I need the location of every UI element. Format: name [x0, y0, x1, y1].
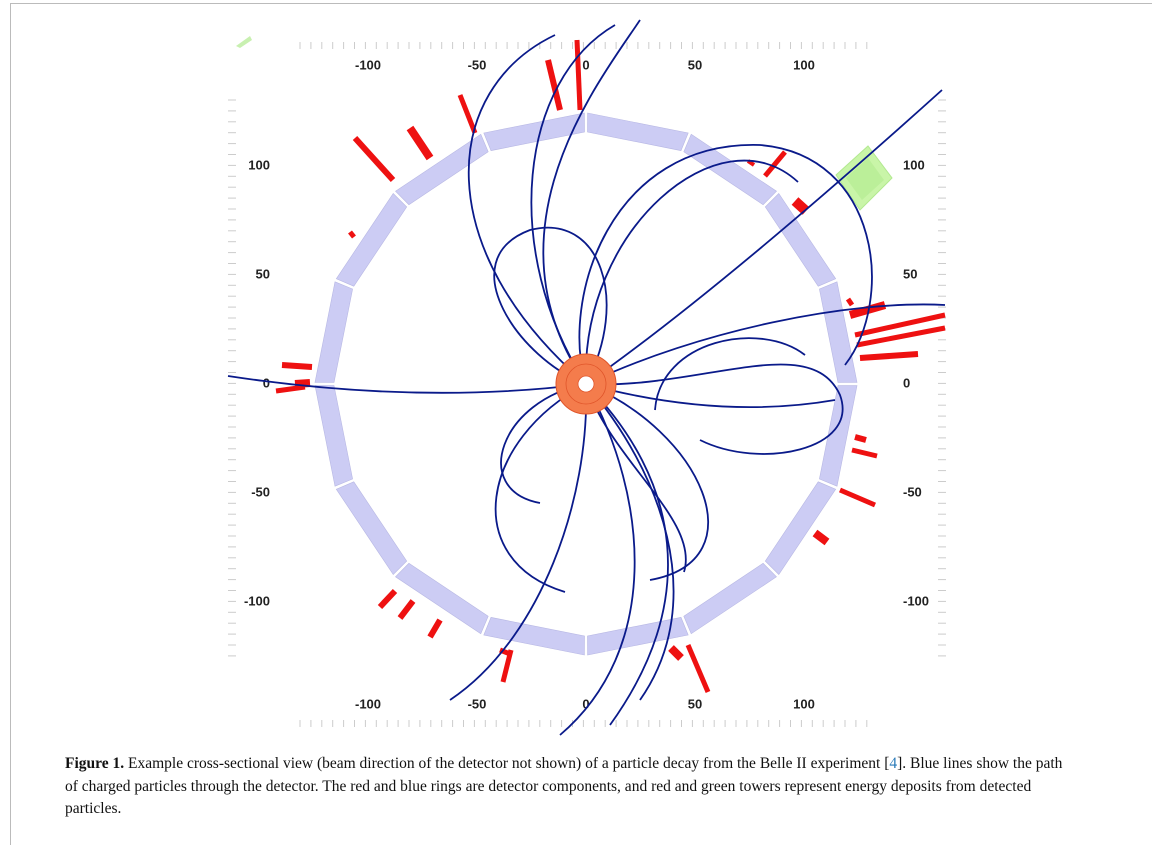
- red-tower: [350, 232, 354, 237]
- citation[interactable]: 4: [889, 755, 897, 772]
- red-tower: [400, 601, 413, 618]
- event-display: -100 -100 -50 -50 0 0 50 50 100 100 -100 -100 -50 -50…: [0, 0, 1152, 745]
- ring-segment: [684, 563, 777, 633]
- track: [655, 338, 805, 410]
- ring-segment: [315, 282, 353, 383]
- red-tower: [380, 591, 395, 607]
- y-tick-label: -50: [251, 484, 270, 499]
- red-tower: [795, 201, 806, 211]
- red-tower: [840, 490, 875, 505]
- x-tick-label: 100: [793, 57, 815, 72]
- ring-segment: [336, 194, 406, 287]
- red-tower: [815, 533, 827, 542]
- x-tick-label: 0: [582, 57, 589, 72]
- red-tower: [855, 437, 866, 440]
- y-tick-label: 50: [903, 266, 917, 281]
- track: [543, 20, 640, 384]
- y-tick-label: -50: [903, 484, 922, 499]
- page: -100 -100 -50 -50 0 0 50 50 100 100 -100 -100 -50 -50…: [0, 0, 1152, 845]
- ring-segment: [396, 134, 489, 204]
- caption-label: Figure 1.: [65, 755, 124, 772]
- red-tower: [282, 365, 312, 367]
- beam-pipe: [578, 376, 594, 392]
- caption-text: Example cross-sectional view (beam direc…: [128, 755, 889, 772]
- ring-segment: [484, 617, 585, 655]
- ring-segment: [336, 482, 406, 575]
- red-tower: [671, 648, 681, 658]
- y-tick-label: 50: [256, 266, 270, 281]
- ring-segment: [484, 113, 585, 151]
- track: [586, 364, 843, 453]
- track: [469, 35, 586, 384]
- ring-segment: [819, 386, 857, 487]
- red-tower: [577, 40, 580, 110]
- y-tick-label: -100: [903, 593, 929, 608]
- y-tick-label: -100: [244, 593, 270, 608]
- red-tower: [355, 138, 393, 180]
- track: [531, 25, 615, 384]
- ring-segment: [819, 282, 857, 383]
- green-tower: [236, 36, 252, 48]
- red-tower: [295, 383, 310, 384]
- x-tick-label: -100: [355, 57, 381, 72]
- x-tick-label: -100: [355, 696, 381, 711]
- red-tower: [430, 620, 440, 637]
- figure-caption: Figure 1. Example cross-sectional view (…: [65, 753, 1075, 821]
- ring-segment: [765, 482, 835, 575]
- ring-segment: [315, 386, 353, 487]
- track: [560, 384, 635, 735]
- red-tower: [410, 128, 430, 158]
- track: [450, 384, 586, 700]
- x-tick-label: -50: [468, 57, 487, 72]
- red-tower: [848, 299, 852, 305]
- ring-segment: [396, 563, 489, 633]
- red-tower: [860, 354, 918, 358]
- y-tick-label: 100: [248, 157, 270, 172]
- track: [579, 145, 871, 384]
- ring-segment: [588, 113, 689, 151]
- red-tower: [460, 95, 475, 133]
- y-tick-label: 0: [263, 375, 270, 390]
- x-tick-label: 50: [688, 696, 702, 711]
- red-tower: [688, 645, 708, 692]
- x-tick-label: 100: [793, 696, 815, 711]
- y-tick-label: 100: [903, 157, 925, 172]
- x-tick-label: -50: [468, 696, 487, 711]
- y-tick-label: 0: [903, 375, 910, 390]
- x-tick-label: 50: [688, 57, 702, 72]
- red-tower: [852, 450, 877, 456]
